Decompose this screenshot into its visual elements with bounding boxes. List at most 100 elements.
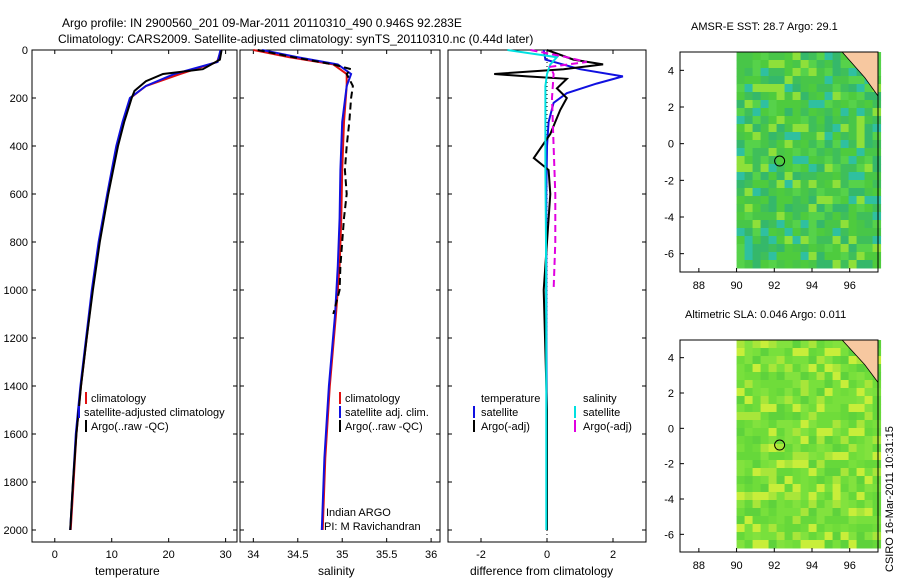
map-cell: [864, 204, 874, 213]
map-cell: [792, 68, 802, 77]
map-cell: [776, 108, 786, 117]
map-cell: [800, 428, 810, 437]
map-cell: [744, 452, 754, 461]
map-cell: [872, 388, 882, 397]
map-cell: [792, 396, 802, 405]
map-cell: [808, 428, 818, 437]
map-cell: [856, 236, 866, 245]
map-cell: [824, 500, 834, 509]
map-cell: [768, 252, 778, 261]
map-cell: [856, 228, 866, 237]
map-cell: [800, 532, 810, 541]
map-cell: [824, 356, 834, 365]
legend-temperature-title: temperature: [481, 393, 540, 405]
map-cell: [736, 92, 746, 101]
map-cell: [776, 396, 786, 405]
map-cell: [752, 428, 762, 437]
map-cell: [832, 364, 842, 373]
map-cell: [848, 124, 858, 133]
map-cell: [816, 452, 826, 461]
map-cell: [824, 460, 834, 469]
map-cell: [832, 252, 842, 261]
map-cell: [840, 492, 850, 501]
map-cell: [824, 532, 834, 541]
map-border: [679, 339, 879, 553]
map-cell: [808, 340, 818, 349]
map-cell: [872, 420, 882, 429]
map-cell: [736, 172, 746, 181]
map-cell: [872, 116, 882, 125]
map-cell: [744, 252, 754, 261]
map-cell: [824, 156, 834, 165]
map-cell: [768, 468, 778, 477]
map-cell: [832, 460, 842, 469]
map-cell: [752, 132, 762, 141]
map-cell: [760, 420, 770, 429]
map-cell: [792, 492, 802, 501]
x-tick-label: 10: [106, 549, 118, 561]
map-cell: [872, 124, 882, 133]
map-cell: [776, 452, 786, 461]
map-cell: [752, 156, 762, 165]
map-cell: [736, 428, 746, 437]
map-cell: [800, 436, 810, 445]
map-cell: [760, 476, 770, 485]
map-cell: [816, 508, 826, 517]
map-cell: [744, 468, 754, 477]
map-cell: [776, 540, 786, 549]
map-cell: [776, 388, 786, 397]
map-cell: [768, 348, 778, 357]
map-cell: [816, 236, 826, 245]
map-cell: [784, 404, 794, 413]
map-cell: [872, 540, 882, 549]
map-cell: [760, 532, 770, 541]
map-cell: [760, 364, 770, 373]
map-cell: [760, 340, 770, 349]
map-cell: [856, 132, 866, 141]
map-cell: [784, 356, 794, 365]
map-cell: [744, 372, 754, 381]
map-border: [679, 51, 879, 273]
map-cell: [744, 196, 754, 205]
map-cell: [752, 180, 762, 189]
map-cell: [792, 196, 802, 205]
map-cell: [808, 124, 818, 133]
map-cell: [792, 92, 802, 101]
map-cell: [848, 492, 858, 501]
map-cell: [784, 252, 794, 261]
map-cell: [744, 204, 754, 213]
map-x-tick-label: 90: [730, 560, 742, 572]
map-cell: [752, 116, 762, 125]
map-cell: [776, 228, 786, 237]
map-cell: [840, 188, 850, 197]
map-cell: [816, 484, 826, 493]
map-cell: [800, 348, 810, 357]
map-cell: [832, 116, 842, 125]
map-cell: [816, 364, 826, 373]
map-cell: [864, 404, 874, 413]
map-cell: [832, 212, 842, 221]
map-cell: [800, 444, 810, 453]
map-x-tick-label: 94: [806, 280, 818, 292]
map-cell: [792, 388, 802, 397]
map-cell: [776, 484, 786, 493]
map-cell: [832, 196, 842, 205]
map-cell: [800, 196, 810, 205]
map-cell: [848, 476, 858, 485]
map-cell: [832, 388, 842, 397]
map-cell: [856, 124, 866, 133]
map-cell: [824, 444, 834, 453]
map-cell: [816, 108, 826, 117]
map-cell: [736, 164, 746, 173]
map-cell: [776, 84, 786, 93]
map-cell: [736, 444, 746, 453]
map-cell: [848, 356, 858, 365]
map-cell: [800, 516, 810, 525]
map-cell: [784, 428, 794, 437]
map-cell: [832, 228, 842, 237]
x-tick-label: 35.5: [376, 549, 397, 561]
map-cell: [840, 348, 850, 357]
map-cell: [816, 148, 826, 157]
map-cell: [760, 348, 770, 357]
map-cell: [800, 132, 810, 141]
